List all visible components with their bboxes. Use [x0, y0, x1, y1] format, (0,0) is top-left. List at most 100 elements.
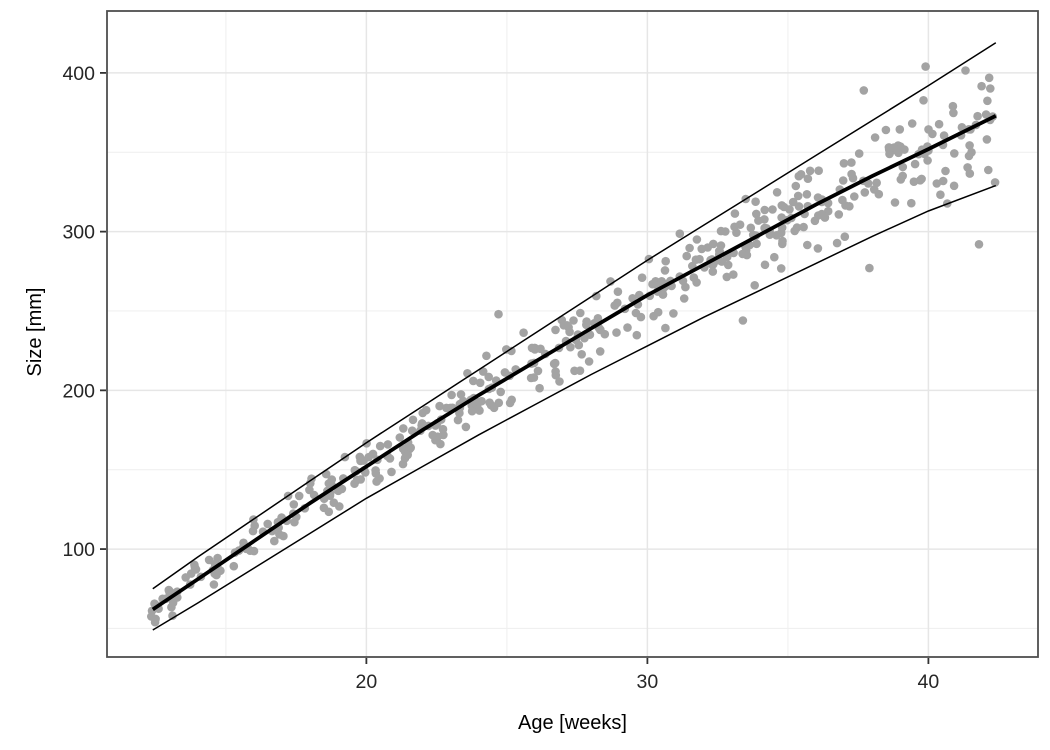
data-point	[675, 229, 685, 238]
data-point	[168, 598, 178, 608]
data-point	[505, 398, 515, 408]
data-point	[290, 517, 299, 527]
data-point	[442, 403, 451, 413]
data-point	[730, 222, 739, 232]
data-point	[896, 175, 906, 184]
data-point	[768, 205, 777, 214]
data-point	[817, 209, 827, 219]
lower-band-line	[152, 184, 997, 631]
data-point	[990, 178, 1000, 187]
data-point	[885, 149, 894, 159]
data-point	[533, 366, 543, 376]
data-point	[475, 378, 485, 388]
data-point	[482, 351, 491, 361]
data-point	[965, 141, 974, 150]
data-point	[796, 170, 806, 179]
data-point	[637, 273, 647, 283]
data-point	[229, 561, 239, 571]
data-point	[500, 368, 510, 377]
data-point	[595, 347, 605, 356]
data-point	[870, 133, 880, 142]
data-point	[334, 486, 343, 496]
data-point	[565, 327, 574, 337]
data-point	[750, 281, 759, 290]
data-point	[973, 111, 982, 121]
data-point	[399, 424, 408, 433]
outlier-data-point	[974, 240, 984, 249]
data-point	[577, 350, 586, 359]
data-point	[977, 81, 986, 91]
x-axis-title: Age [weeks]	[518, 712, 627, 734]
data-point	[776, 264, 786, 273]
data-point	[496, 387, 506, 397]
data-point	[660, 266, 670, 275]
data-point	[850, 192, 859, 201]
data-point	[689, 273, 699, 282]
regression-line	[151, 114, 997, 611]
data-point	[895, 125, 905, 134]
data-point	[716, 241, 726, 250]
data-point	[350, 479, 359, 489]
data-point	[613, 287, 623, 297]
axis-tick-marks	[100, 72, 930, 664]
data-point	[375, 441, 385, 451]
data-point	[551, 325, 560, 335]
data-point	[403, 450, 413, 460]
data-point	[575, 366, 585, 376]
outlier-data-point	[921, 62, 930, 71]
data-point	[519, 328, 528, 338]
data-point	[752, 239, 761, 249]
data-point	[810, 216, 820, 226]
outlier-data-point	[738, 316, 748, 325]
data-point	[395, 433, 405, 442]
data-point	[729, 270, 738, 279]
upper-band-line	[152, 42, 997, 590]
data-point	[270, 536, 279, 546]
data-point	[898, 162, 908, 172]
data-point	[324, 507, 334, 517]
data-point	[790, 226, 799, 236]
data-point	[907, 119, 917, 128]
data-point	[612, 328, 621, 337]
data-point	[939, 131, 949, 140]
y-tick-label: 100	[62, 539, 95, 561]
data-point	[834, 210, 844, 219]
data-point	[407, 426, 417, 436]
data-point	[791, 181, 801, 191]
data-point	[896, 142, 905, 151]
data-point	[383, 440, 393, 449]
data-point	[840, 232, 850, 241]
data-point	[708, 267, 718, 276]
data-point	[923, 156, 932, 165]
data-point	[455, 408, 464, 418]
data-point	[760, 205, 769, 215]
data-point	[190, 560, 199, 570]
outlier-data-point	[859, 86, 869, 95]
data-point	[371, 469, 381, 478]
data-point	[751, 197, 760, 206]
minor-gridlines	[107, 11, 1038, 657]
data-point	[469, 376, 478, 386]
data-point	[456, 390, 466, 399]
data-point	[982, 135, 992, 144]
data-point	[356, 455, 366, 465]
data-point	[582, 320, 591, 330]
data-point	[915, 176, 925, 185]
data-point	[770, 252, 779, 262]
data-point	[746, 223, 756, 233]
data-point	[778, 236, 787, 246]
data-point	[406, 443, 416, 453]
data-point	[889, 143, 899, 152]
data-point	[722, 272, 732, 282]
data-point	[881, 125, 891, 135]
central-fit-line	[151, 114, 997, 611]
data-point	[669, 309, 678, 318]
major-gridlines	[107, 11, 1038, 657]
data-point	[653, 307, 663, 317]
data-point	[984, 73, 994, 83]
data-point	[335, 502, 344, 511]
data-point	[754, 216, 763, 225]
data-point	[709, 239, 718, 249]
data-point	[799, 222, 808, 232]
